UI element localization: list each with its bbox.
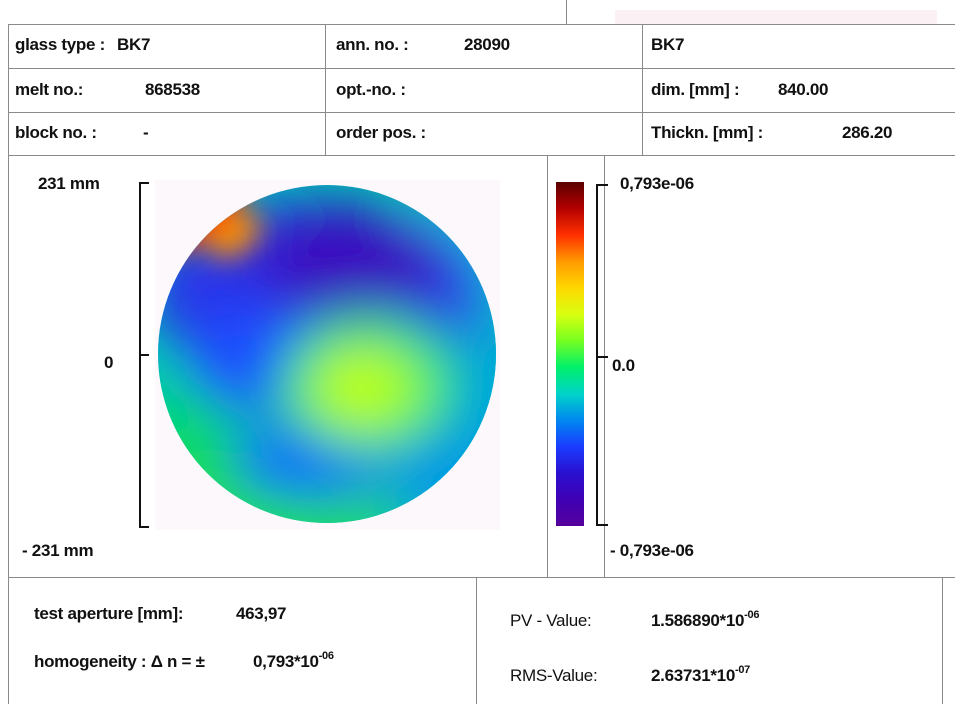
order-pos-label: order pos. : (336, 123, 426, 142)
block-no-value: - (143, 123, 149, 142)
homogeneity-exponent: -06 (318, 650, 334, 662)
homogeneity-label: homogeneity : Δ n = ± (34, 652, 205, 671)
axis-bottom-label: - 231 mm (22, 541, 94, 560)
axis-top-label: 231 mm (38, 174, 100, 193)
scale-min-label: - 0,793e-06 (610, 541, 694, 560)
pv-exponent: -06 (744, 609, 760, 621)
scale-tick-mid (596, 356, 608, 358)
pv-value: 1.586890*10-06 (651, 609, 760, 631)
scale-bracket (596, 184, 598, 526)
glass-name: BK7 (651, 35, 685, 54)
scale-zero-label: 0.0 (612, 356, 635, 375)
block-no-label: block no. : (15, 123, 97, 142)
table-col-divider (325, 24, 326, 155)
pv-mantissa: 1.586890*10 (651, 611, 745, 630)
melt-no-value: 868538 (145, 80, 200, 99)
rms-label: RMS-Value: (510, 666, 598, 685)
rms-exponent: -07 (734, 664, 750, 676)
table-border-top (8, 24, 955, 25)
axis-zero-label: 0 (104, 353, 114, 372)
dim-value: 840.00 (778, 80, 829, 99)
homogeneity-value: 0,793*10-06 (253, 650, 334, 672)
table-col-divider (642, 24, 643, 155)
axis-tick-bottom (139, 526, 149, 528)
aperture-value: 463,97 (236, 604, 287, 623)
dim-label: dim. [mm] : (651, 80, 740, 99)
rms-value: 2.63731*10-07 (651, 664, 750, 686)
melt-no-label: melt no.: (15, 80, 84, 99)
ann-no-label: ann. no. : (336, 35, 409, 54)
glass-type-value: BK7 (117, 35, 151, 54)
pv-label: PV - Value: (510, 611, 592, 630)
top-tick (566, 0, 567, 24)
aperture-label: test aperture [mm]: (34, 604, 184, 623)
homogeneity-mantissa: 0,793*10 (253, 652, 319, 671)
results-border-top (8, 577, 955, 578)
axis-tick-top (139, 182, 149, 184)
table-border-bottom (8, 155, 955, 156)
table-row-divider (8, 112, 955, 113)
colorbar-divider (547, 155, 548, 577)
top-strip (615, 10, 937, 24)
results-right-border (942, 577, 943, 704)
color-scale-bar (556, 182, 584, 526)
results-divider (476, 577, 477, 704)
left-border (8, 24, 9, 704)
glass-type-label: glass type : (15, 35, 105, 54)
scale-divider (604, 155, 605, 577)
axis-tick-mid (139, 354, 149, 356)
rms-mantissa: 2.63731*10 (651, 666, 735, 685)
thickness-value: 286.20 (842, 123, 893, 142)
ann-no-value: 28090 (464, 35, 510, 54)
homogeneity-map (155, 180, 500, 530)
scale-tick-bottom (596, 524, 608, 526)
scale-tick-top (596, 184, 608, 186)
table-row-divider (8, 68, 955, 69)
scale-max-label: 0,793e-06 (620, 174, 694, 193)
opt-no-label: opt.-no. : (336, 80, 406, 99)
thickness-label: Thickn. [mm] : (651, 123, 763, 142)
